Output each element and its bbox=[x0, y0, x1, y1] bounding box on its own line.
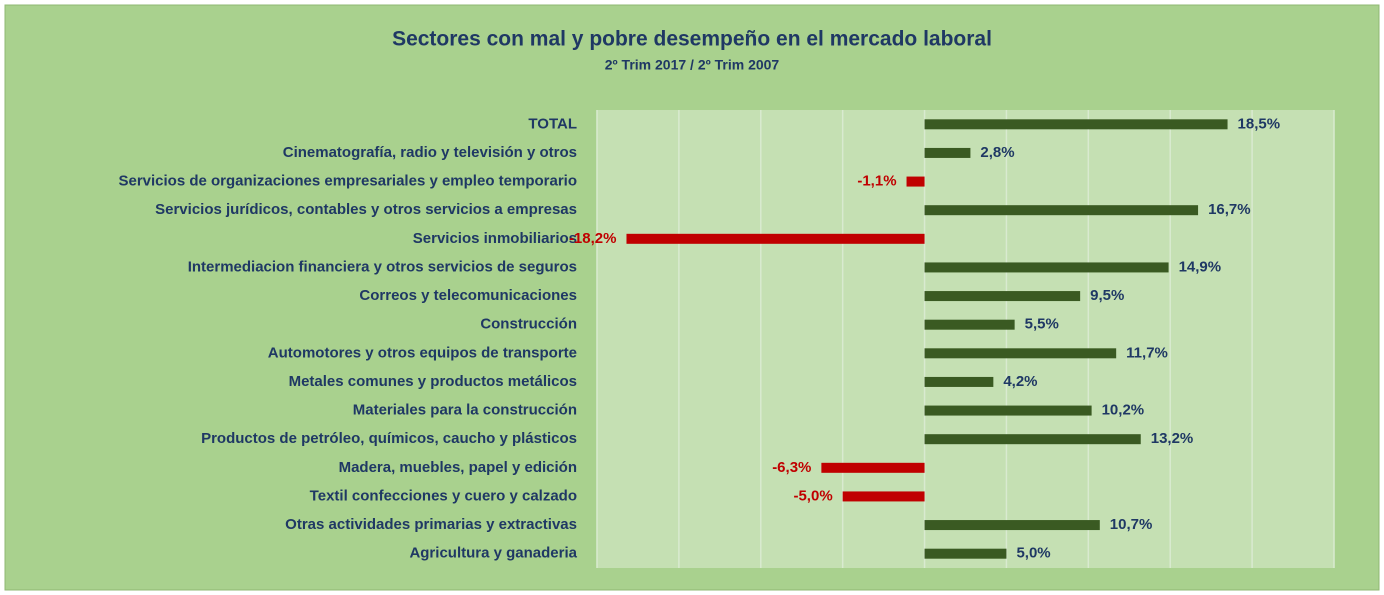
data-label: 13,2% bbox=[1151, 430, 1194, 447]
bar bbox=[924, 291, 1081, 302]
data-label: 4,2% bbox=[1003, 373, 1037, 390]
data-label: 10,7% bbox=[1110, 516, 1153, 533]
data-label: -1,1% bbox=[857, 173, 896, 190]
data-label: 18,5% bbox=[1238, 115, 1281, 132]
y-tick-label: Construcción bbox=[480, 316, 577, 333]
bar bbox=[924, 405, 1092, 416]
bar bbox=[842, 491, 925, 502]
bar bbox=[924, 262, 1169, 273]
data-label: 16,7% bbox=[1208, 201, 1251, 218]
bar bbox=[924, 376, 994, 387]
data-label: 11,7% bbox=[1126, 344, 1168, 361]
bar bbox=[626, 233, 925, 244]
data-label: 14,9% bbox=[1179, 258, 1222, 275]
y-tick-label: Productos de petróleo, químicos, caucho … bbox=[201, 430, 577, 447]
data-label: 5,5% bbox=[1025, 316, 1059, 333]
y-tick-label: Metales comunes y productos metálicos bbox=[289, 373, 577, 390]
bar bbox=[924, 548, 1007, 559]
bar bbox=[821, 462, 925, 473]
bar bbox=[924, 434, 1141, 445]
data-label: 9,5% bbox=[1090, 287, 1124, 304]
bar bbox=[924, 147, 971, 158]
bar bbox=[924, 205, 1199, 216]
chart-subtitle: 2º Trim 2017 / 2º Trim 2007 bbox=[605, 57, 780, 73]
y-tick-label: Otras actividades primarias y extractiva… bbox=[285, 516, 577, 533]
y-tick-label: Materiales para la construcción bbox=[353, 402, 577, 419]
y-tick-label: Cinematografía, radio y televisión y otr… bbox=[283, 144, 577, 161]
bar bbox=[906, 176, 925, 187]
bar bbox=[924, 119, 1228, 130]
y-tick-label: Servicios de organizaciones empresariale… bbox=[118, 173, 577, 190]
data-label: -5,0% bbox=[793, 487, 832, 504]
y-tick-label: Intermediacion financiera y otros servic… bbox=[188, 258, 577, 275]
bar bbox=[924, 348, 1117, 359]
y-tick-label: Servicios inmobiliarios bbox=[413, 230, 577, 247]
data-label: 10,2% bbox=[1102, 402, 1145, 419]
data-label: 5,0% bbox=[1016, 545, 1050, 562]
bar bbox=[924, 319, 1015, 330]
y-tick-label: Madera, muebles, papel y edición bbox=[339, 459, 577, 476]
chart-title: Sectores con mal y pobre desempeño en el… bbox=[392, 28, 992, 51]
y-tick-label: Textil confecciones y cuero y calzado bbox=[310, 487, 577, 504]
data-label: 2,8% bbox=[980, 144, 1014, 161]
y-tick-label: Automotores y otros equipos de transport… bbox=[268, 344, 577, 361]
bar bbox=[924, 520, 1100, 531]
y-tick-label: TOTAL bbox=[528, 115, 577, 132]
data-label: -18,2% bbox=[569, 230, 617, 247]
y-tick-label: Correos y telecomunicaciones bbox=[359, 287, 577, 304]
data-label: -6,3% bbox=[772, 459, 811, 476]
y-tick-label: Agricultura y ganaderia bbox=[409, 545, 577, 562]
plot-area bbox=[597, 110, 1334, 568]
y-tick-label: Servicios jurídicos, contables y otros s… bbox=[155, 201, 577, 218]
